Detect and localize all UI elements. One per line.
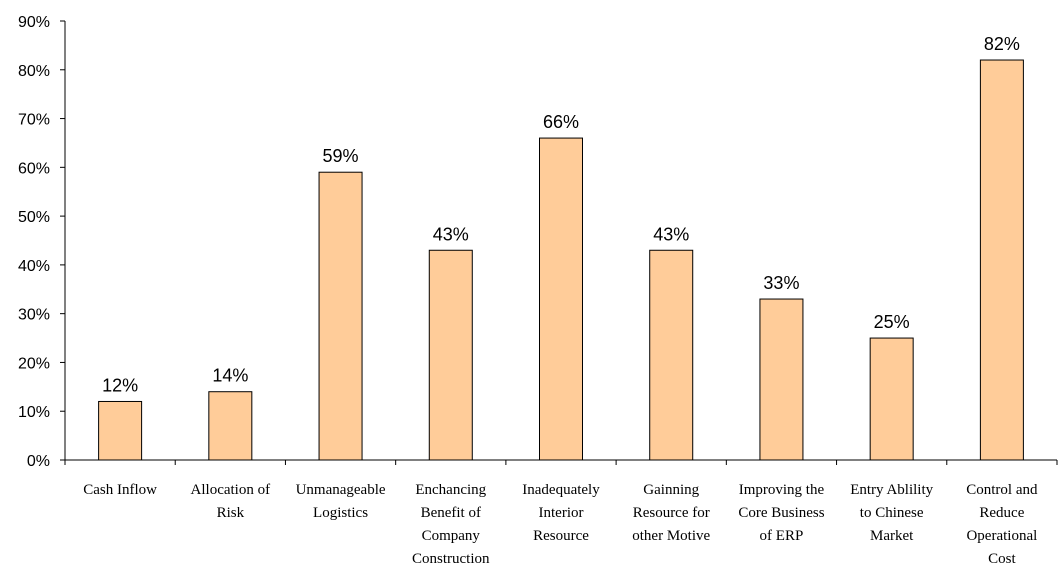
y-tick-label: 70% (18, 112, 50, 129)
category-label-line: Unmanageable (296, 482, 386, 498)
category-labels: Cash Inflow Allocation of Risk Unmanageable… (83, 482, 1038, 567)
x-axis (64, 459, 1058, 465)
bar (979, 59, 1024, 461)
category-label-line: Enchancing (415, 482, 486, 498)
y-axis: 0% 10% 20% 30% 40% 50% 60% 70% 80% 90% (18, 14, 66, 470)
category-label-line: Resource for (633, 505, 710, 521)
y-tick-label: 10% (18, 404, 50, 421)
category-label: Inadequately Interior Resource (522, 482, 600, 544)
category-label-line: Operational (966, 528, 1037, 544)
bar (428, 249, 473, 461)
bar-series (98, 59, 1024, 461)
category-label-line: Cash Inflow (83, 482, 157, 498)
category-label: Unmanageable Logistics (296, 482, 386, 521)
category-label-line: Allocation of (191, 482, 271, 498)
bar (759, 298, 804, 461)
category-label-line: of ERP (760, 528, 804, 544)
category-label: Gainning Resource for other Motive (632, 482, 710, 544)
y-tick-label: 60% (18, 160, 50, 177)
y-tick-label: 50% (18, 209, 50, 226)
category-label: Entry Ablility to Chinese Market (850, 482, 933, 544)
category-label-line: Improving the (739, 482, 825, 498)
data-label: 82% (984, 34, 1020, 54)
y-tick-label: 90% (18, 14, 50, 31)
category-label: Enchancing Benefit of Company Construction (412, 482, 490, 567)
category-label-line: Logistics (313, 505, 368, 521)
category-label-line: Resource (533, 528, 589, 544)
category-label-line: Gainning (643, 482, 699, 498)
bar (318, 171, 363, 461)
data-label: 25% (874, 312, 910, 332)
category-label: Control and Reduce Operational Cost (966, 482, 1038, 567)
bar (539, 137, 583, 461)
y-tick-label: 20% (18, 355, 50, 372)
data-labels: 12% 14% 59% 43% 66% 43% 33% 25% 82% (102, 34, 1020, 395)
category-label: Improving the Core Business of ERP (738, 482, 824, 544)
data-label: 12% (102, 375, 138, 395)
y-tick-label: 40% (18, 258, 50, 275)
bar (869, 337, 914, 461)
category-label-line: Construction (412, 551, 490, 567)
category-label-line: Inadequately (522, 482, 600, 498)
category-label-line: Control and (966, 482, 1038, 498)
data-label: 66% (543, 112, 579, 132)
category-label-line: Risk (217, 505, 245, 521)
category-label-line: other Motive (632, 528, 710, 544)
data-label: 33% (763, 273, 799, 293)
category-label: Allocation of Risk (191, 482, 271, 521)
category-label-line: to Chinese (860, 505, 924, 521)
y-tick-label: 80% (18, 63, 50, 80)
data-label: 59% (323, 146, 359, 166)
data-label: 43% (433, 224, 469, 244)
bar (208, 391, 253, 461)
data-label: 14% (212, 366, 248, 386)
bar (649, 249, 694, 461)
category-label-line: Market (870, 528, 914, 544)
category-label-line: Cost (988, 551, 1016, 567)
category-label-line: Interior (539, 505, 584, 521)
category-label-line: Benefit of (421, 505, 481, 521)
category-label-line: Company (422, 528, 481, 544)
category-label: Cash Inflow (83, 482, 157, 498)
category-label-line: Reduce (979, 505, 1024, 521)
category-label-line: Core Business (738, 505, 824, 521)
y-tick-label: 30% (18, 307, 50, 324)
bar (98, 400, 143, 461)
category-label-line: Entry Ablility (850, 482, 933, 498)
y-tick-label: 0% (27, 453, 50, 470)
data-label: 43% (653, 224, 689, 244)
